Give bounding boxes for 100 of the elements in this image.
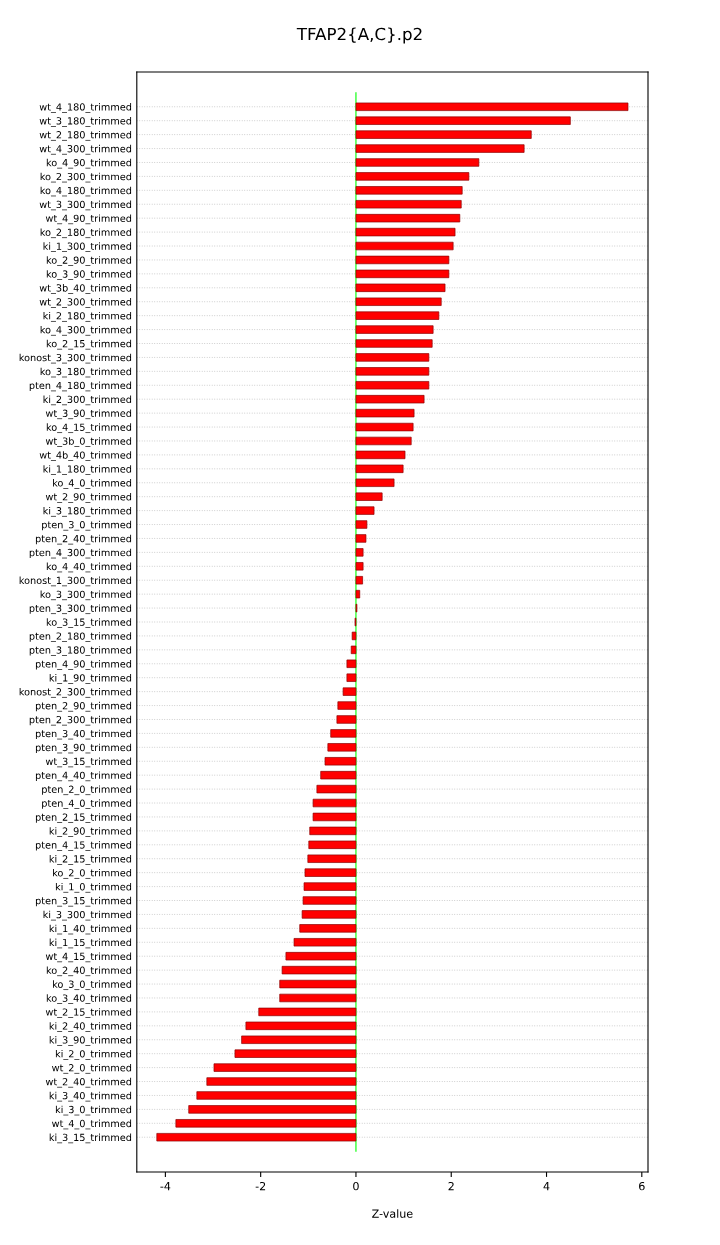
bar <box>346 673 357 682</box>
y-tick-label: ko_2_40_trimmed <box>46 966 132 977</box>
y-tick-label: ko_4_180_trimmed <box>40 186 132 197</box>
bar <box>336 715 357 724</box>
bar <box>355 102 629 111</box>
bar <box>196 1091 357 1100</box>
bar <box>355 255 450 265</box>
y-tick-label: ki_2_300_trimmed <box>43 395 132 406</box>
y-tick-label: ko_2_90_trimmed <box>46 256 132 266</box>
bar <box>241 1035 357 1044</box>
bar <box>355 186 463 195</box>
bar <box>279 993 357 1003</box>
y-tick-label: ki_3_90_trimmed <box>49 1036 132 1046</box>
y-tick-label: wt_2_180_trimmed <box>39 130 132 141</box>
bar <box>355 130 532 139</box>
bar <box>355 214 461 223</box>
y-tick-label: pten_2_15_trimmed <box>35 813 132 823</box>
x-tick-label: 0 <box>353 1181 359 1191</box>
y-tick-label: ki_2_0_trimmed <box>55 1049 132 1060</box>
y-tick-label: ki_1_15_trimmed <box>49 938 132 949</box>
bar <box>355 311 440 320</box>
chart-title: TFAP2{A,C}.p2 <box>296 27 422 44</box>
bar <box>213 1063 357 1072</box>
bar <box>301 910 357 919</box>
bar <box>312 798 357 808</box>
bar <box>175 1119 357 1128</box>
bar <box>355 269 450 279</box>
bar <box>355 241 454 251</box>
y-tick-label: pten_4_0_trimmed <box>42 799 132 810</box>
bar <box>355 589 361 599</box>
bar <box>355 562 364 571</box>
y-tick-label: ko_3_300_trimmed <box>40 590 132 601</box>
y-tick-label: pten_2_40_trimmed <box>35 534 132 545</box>
y-tick-label: ko_2_15_trimmed <box>46 339 132 350</box>
bar <box>337 701 357 710</box>
y-tick-label: ko_4_0_trimmed <box>53 479 132 489</box>
bar <box>351 631 357 641</box>
y-tick-label: pten_4_40_trimmed <box>35 771 132 782</box>
y-tick-label: wt_3_90_trimmed <box>45 409 132 420</box>
y-tick-label: wt_4_300_trimmed <box>39 144 132 155</box>
x-tick-label: 2 <box>448 1181 454 1191</box>
y-tick-label: pten_4_15_trimmed <box>35 841 132 851</box>
y-tick-label: wt_3b_40_trimmed <box>39 284 132 294</box>
y-tick-label: ki_2_40_trimmed <box>49 1022 132 1032</box>
bar <box>355 283 446 292</box>
bar <box>346 659 357 668</box>
y-tick-label: wt_2_15_trimmed <box>45 1008 132 1018</box>
y-tick-label: ki_2_180_trimmed <box>43 311 132 322</box>
y-tick-label: wt_4_15_trimmed <box>45 952 132 963</box>
bar <box>299 924 357 933</box>
bar <box>327 743 357 752</box>
bar <box>355 464 404 474</box>
bar <box>355 381 430 390</box>
y-tick-label: pten_2_90_trimmed <box>35 701 132 712</box>
y-tick-label: konost_2_300_trimmed <box>19 687 132 698</box>
bar <box>307 854 357 863</box>
bar <box>342 687 357 696</box>
y-tick-label: pten_3_180_trimmed <box>29 646 132 656</box>
y-tick-label: ko_3_0_trimmed <box>53 980 132 991</box>
y-tick-label: wt_4b_40_trimmed <box>39 451 132 461</box>
bar <box>281 965 357 975</box>
y-tick-label: konost_3_300_trimmed <box>19 353 132 364</box>
bar <box>324 757 357 766</box>
y-tick-label: wt_3b_0_trimmed <box>45 437 132 447</box>
y-tick-label: ki_2_90_trimmed <box>49 827 132 837</box>
bar <box>355 339 433 348</box>
x-tick-label: -2 <box>255 1181 266 1191</box>
y-tick-label: ko_4_300_trimmed <box>40 325 132 336</box>
bar <box>355 227 456 237</box>
bar <box>350 645 357 655</box>
bar <box>355 450 406 460</box>
y-tick-label: ki_3_300_trimmed <box>43 910 132 921</box>
bar <box>355 436 412 446</box>
bar <box>258 1007 357 1017</box>
y-tick-label: wt_3_180_trimmed <box>39 117 132 127</box>
bar <box>355 492 383 501</box>
bar <box>355 506 375 515</box>
bar <box>355 576 363 585</box>
x-axis-title: Z-value <box>372 1209 413 1218</box>
bar <box>355 478 395 487</box>
y-tick-label: wt_4_180_trimmed <box>39 103 132 113</box>
bar <box>355 367 430 376</box>
bar <box>355 297 442 306</box>
y-tick-label: wt_2_0_trimmed <box>52 1063 132 1074</box>
bar <box>316 784 357 794</box>
bar <box>355 548 364 557</box>
y-tick-label: wt_4_0_trimmed <box>52 1119 132 1130</box>
y-tick-label: ki_1_0_trimmed <box>55 882 132 893</box>
bar <box>320 771 357 780</box>
bar <box>330 729 357 738</box>
y-tick-label: konost_1_300_trimmed <box>19 576 132 587</box>
bar <box>279 979 357 989</box>
bar <box>355 520 368 529</box>
y-tick-label: ko_3_15_trimmed <box>46 618 132 628</box>
bar <box>355 144 525 153</box>
bar <box>156 1133 357 1142</box>
bar <box>234 1049 357 1058</box>
y-tick-label: ki_3_40_trimmed <box>49 1091 132 1102</box>
y-tick-label: ki_3_15_trimmed <box>49 1133 132 1144</box>
bar <box>355 172 470 181</box>
